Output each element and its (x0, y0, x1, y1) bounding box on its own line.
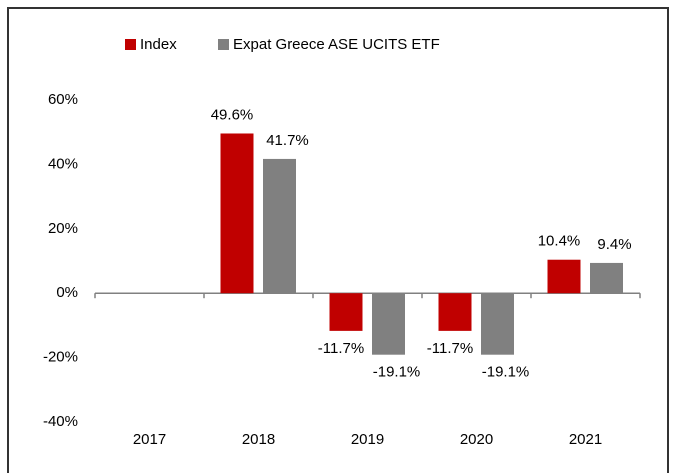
data-label: -11.7% (427, 340, 473, 357)
bar (547, 259, 581, 294)
data-label: 9.4% (597, 236, 631, 253)
y-tick-label: 60% (48, 91, 78, 108)
data-label: -11.7% (318, 340, 364, 357)
chart-frame (7, 7, 669, 473)
legend-label: Index (140, 36, 177, 53)
bar (590, 262, 623, 294)
x-tick-label: 2019 (351, 431, 384, 448)
bar (329, 293, 363, 331)
x-tick-label: 2021 (569, 431, 602, 448)
bar (220, 133, 254, 294)
data-label: -19.1% (373, 364, 421, 381)
legend-swatch (125, 39, 136, 50)
x-tick-label: 2017 (133, 431, 166, 448)
y-tick-label: 0% (56, 284, 78, 301)
data-label: -19.1% (482, 364, 530, 381)
y-tick-label: -20% (43, 349, 78, 366)
x-tick-label: 2018 (242, 431, 275, 448)
bar (438, 293, 472, 331)
data-label: 49.6% (211, 106, 254, 123)
bar (263, 158, 296, 294)
y-tick-label: -40% (43, 413, 78, 430)
y-tick-label: 40% (48, 155, 78, 172)
x-tick-label: 2020 (460, 431, 493, 448)
data-label: 41.7% (266, 132, 309, 149)
bar (372, 293, 405, 355)
bar (481, 293, 514, 355)
y-tick-label: 20% (48, 220, 78, 237)
legend-label: Expat Greece ASE UCITS ETF (233, 36, 440, 53)
data-label: 10.4% (538, 233, 581, 250)
legend-swatch (218, 39, 229, 50)
